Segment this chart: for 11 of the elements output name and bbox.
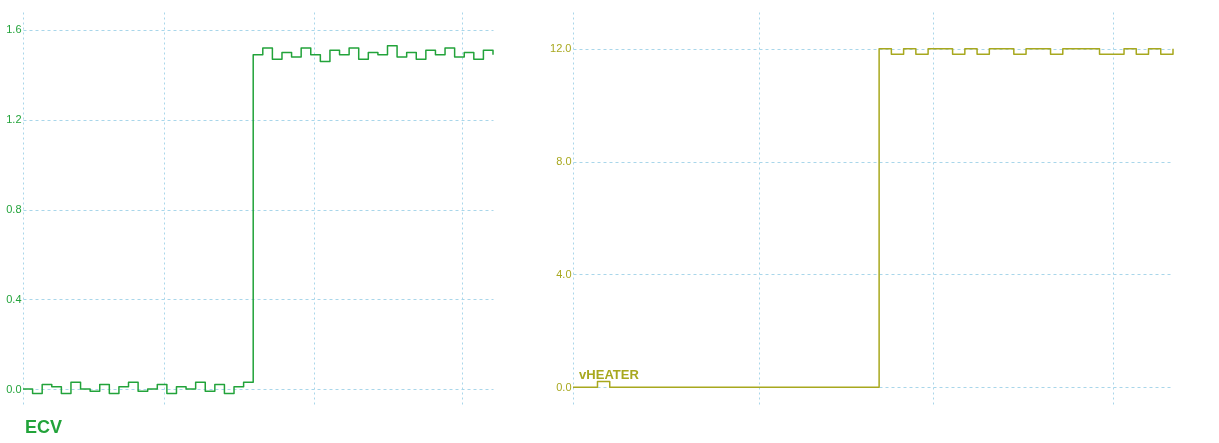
series-label: ECV xyxy=(25,417,63,437)
y-tick-label: 12.0 xyxy=(550,42,572,55)
y-tick-label: 8.0 xyxy=(556,155,572,168)
y-tick-label: 1.2 xyxy=(6,113,22,126)
y-tick-label: 0.8 xyxy=(6,203,22,215)
y-tick-label: 1.6 xyxy=(6,23,22,36)
y-tick-label: 0.4 xyxy=(6,292,22,305)
y-tick-label: 4.0 xyxy=(556,267,572,280)
y-tick-label: 0.0 xyxy=(6,382,22,395)
y-tick-label: 0.0 xyxy=(556,380,572,393)
series-label: vHEATER xyxy=(579,367,640,383)
